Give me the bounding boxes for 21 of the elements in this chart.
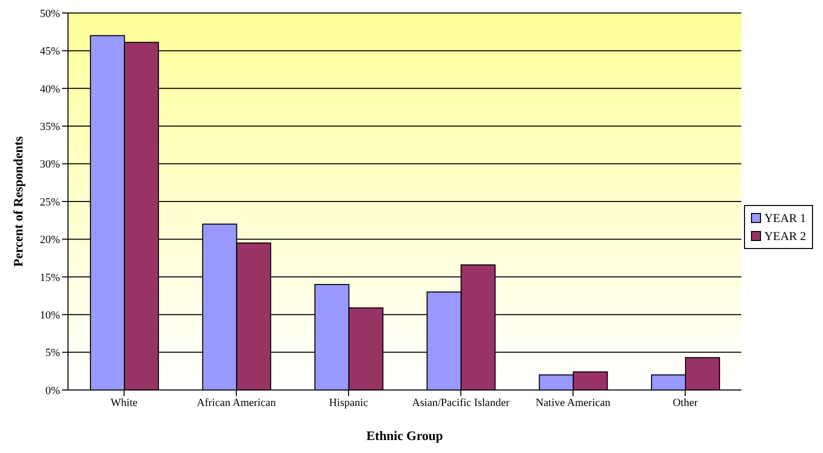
- x-tick-label: Hispanic: [329, 396, 368, 409]
- legend-label: YEAR 1: [764, 210, 806, 226]
- y-tick-label: 30%: [40, 158, 60, 171]
- y-tick-label: 10%: [40, 310, 60, 322]
- y-tick-label: 15%: [40, 272, 60, 284]
- x-tick-label: Asian/Pacific Islander: [412, 396, 510, 409]
- y-tick-label: 20%: [40, 234, 60, 246]
- y-tick-label: 45%: [40, 46, 60, 58]
- y-tick-label: 5%: [45, 347, 60, 360]
- y-tick-label: 35%: [40, 121, 60, 134]
- x-tick-label: Other: [672, 396, 698, 409]
- x-tick-label: White: [110, 396, 138, 409]
- y-axis-title: Percent of Respondents: [10, 136, 26, 267]
- y-tick-label: 25%: [40, 196, 60, 208]
- x-tick-label: Native American: [536, 396, 611, 409]
- legend-label: YEAR 2: [764, 228, 806, 244]
- x-axis-title: Ethnic Group: [366, 428, 444, 443]
- x-tick-label: African American: [196, 396, 276, 409]
- y-tick-label: 0%: [45, 384, 60, 397]
- y-tick-label: 50%: [40, 8, 60, 20]
- y-tick-label: 40%: [40, 83, 60, 96]
